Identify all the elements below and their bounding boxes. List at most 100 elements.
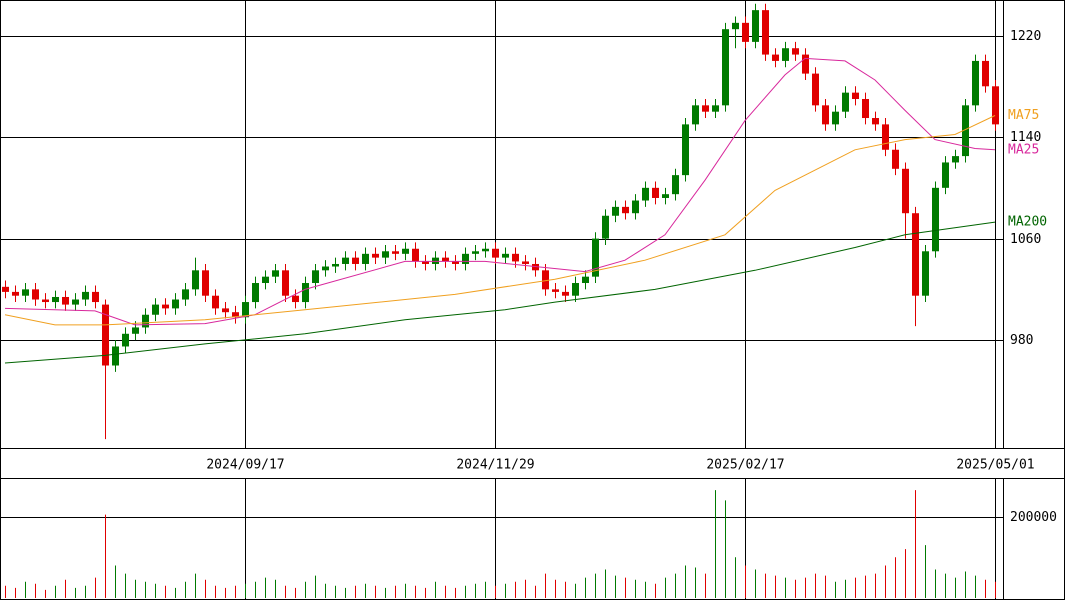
y-tick-label: 980 <box>1010 333 1033 348</box>
candle-body <box>582 276 589 284</box>
candle-body <box>122 333 129 347</box>
candle-body <box>172 299 179 309</box>
candle-body <box>902 168 909 214</box>
candle-body <box>502 253 509 258</box>
candle-body <box>322 266 329 271</box>
candle-body <box>272 270 279 277</box>
candle-body <box>292 295 299 303</box>
candle-body <box>362 253 369 264</box>
candle-body <box>162 304 169 309</box>
candle-body <box>62 296 69 305</box>
candle-body <box>372 253 379 258</box>
candle-body <box>602 215 609 239</box>
candle-body <box>782 48 789 61</box>
legend-label: MA75 <box>1008 108 1039 123</box>
candle-body <box>262 276 269 284</box>
candle-body <box>632 200 639 214</box>
candle-body <box>512 253 519 262</box>
candle-body <box>842 92 849 112</box>
candle-body <box>982 60 989 87</box>
candle-body <box>942 162 949 188</box>
candle-body <box>402 248 409 254</box>
candle-body <box>832 111 839 125</box>
candle-body <box>932 187 939 252</box>
candle-body <box>22 289 29 296</box>
candle-body <box>822 105 829 125</box>
candle-body <box>82 291 89 300</box>
candle-body <box>992 86 999 125</box>
candle-body <box>882 124 889 150</box>
moving-average <box>4 221 996 364</box>
candle-body <box>852 92 859 99</box>
candle-body <box>962 105 969 157</box>
x-tick-label: 2024/09/17 <box>206 458 284 473</box>
candle-body <box>872 118 879 125</box>
candle-body <box>462 253 469 264</box>
candle-body <box>152 304 159 315</box>
candle-body <box>192 270 199 290</box>
candle-body <box>52 296 59 303</box>
candle-body <box>612 206 619 216</box>
candle-body <box>422 261 429 264</box>
y-tick-label: 200000 <box>1010 510 1057 525</box>
candle-body <box>532 263 539 271</box>
candle-body <box>712 105 719 112</box>
candle-body <box>112 346 119 366</box>
x-tick-label: 2025/05/01 <box>956 458 1034 473</box>
y-tick-label: 1220 <box>1010 29 1041 44</box>
candle-body <box>672 175 679 195</box>
candle-body <box>642 187 649 201</box>
candle-body <box>102 304 109 366</box>
candle-body <box>752 10 759 42</box>
candle-body <box>552 289 559 292</box>
candle-body <box>342 257 349 264</box>
candle-body <box>742 22 749 42</box>
x-tick-label: 2025/02/17 <box>706 458 784 473</box>
candle-body <box>2 286 9 292</box>
candle-body <box>972 60 979 106</box>
candle-body <box>242 302 249 318</box>
y-tick-label: 1060 <box>1010 232 1041 247</box>
candle-body <box>12 291 19 296</box>
legend-label: MA25 <box>1008 142 1039 157</box>
candle-body <box>482 248 489 252</box>
candle-body <box>442 257 449 262</box>
candle-body <box>692 105 699 125</box>
candle-body <box>922 251 929 296</box>
candle-body <box>592 238 599 277</box>
legend-label: MA200 <box>1008 215 1047 230</box>
candle-body <box>472 251 479 254</box>
candle-body <box>382 251 389 258</box>
candle-body <box>302 283 309 303</box>
moving-average <box>4 115 996 326</box>
candle-body <box>802 54 809 74</box>
candle-body <box>312 270 319 284</box>
y-tick-label: 1140 <box>1010 130 1041 145</box>
candle-body <box>542 270 549 290</box>
candle-body <box>202 270 209 296</box>
candle-body <box>252 283 259 303</box>
candle-body <box>232 312 239 318</box>
candle-body <box>492 248 499 258</box>
candle-body <box>182 289 189 300</box>
candle-body <box>332 263 339 267</box>
candle-body <box>762 10 769 55</box>
candle-body <box>652 187 659 198</box>
candle-body <box>862 98 869 119</box>
candle-body <box>132 327 139 334</box>
candle-body <box>452 261 459 264</box>
candle-body <box>622 206 629 214</box>
candle-body <box>562 291 569 296</box>
candle-body <box>72 299 79 305</box>
candle-body <box>702 105 709 112</box>
moving-average <box>4 57 996 326</box>
candle-body <box>812 73 819 106</box>
candle-body <box>42 299 49 303</box>
candle-body <box>282 270 289 296</box>
candle-body <box>892 149 899 169</box>
candle-body <box>572 283 579 296</box>
candle-body <box>32 289 39 300</box>
candle-body <box>92 291 99 303</box>
candle-body <box>722 29 729 106</box>
